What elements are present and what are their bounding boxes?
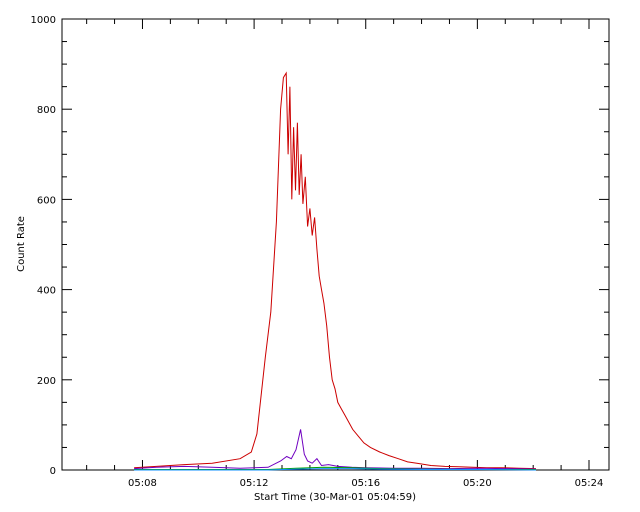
x-tick-label: 05:08	[128, 478, 157, 489]
x-tick-label: 05:12	[240, 478, 269, 489]
y-axis-label: Count Rate	[16, 216, 27, 272]
y-tick-label: 200	[37, 376, 56, 387]
y-tick-label: 600	[37, 195, 56, 206]
x-tick-label: 05:20	[463, 478, 492, 489]
x-tick-label: 05:16	[351, 478, 380, 489]
x-tick-labels: 05:08 05:12 05:16 05:20 05:24	[128, 478, 603, 489]
y-tick-label: 800	[37, 105, 56, 116]
y-tick-label: 1000	[31, 15, 56, 26]
y-tick-labels: 0 200 400 600 800 1000	[31, 15, 56, 477]
series-line-0	[134, 71, 537, 470]
x-axis-label: Start Time (30-Mar-01 05:04:59)	[254, 492, 416, 503]
series-line-1	[134, 429, 537, 470]
x-tick-label: 05:24	[575, 478, 604, 489]
series-line-3	[134, 468, 537, 471]
axis-ticks	[62, 18, 609, 471]
series-lines	[134, 71, 537, 471]
plot-frame	[61, 18, 610, 471]
y-tick-label: 400	[37, 286, 56, 297]
y-tick-label: 0	[50, 466, 56, 477]
